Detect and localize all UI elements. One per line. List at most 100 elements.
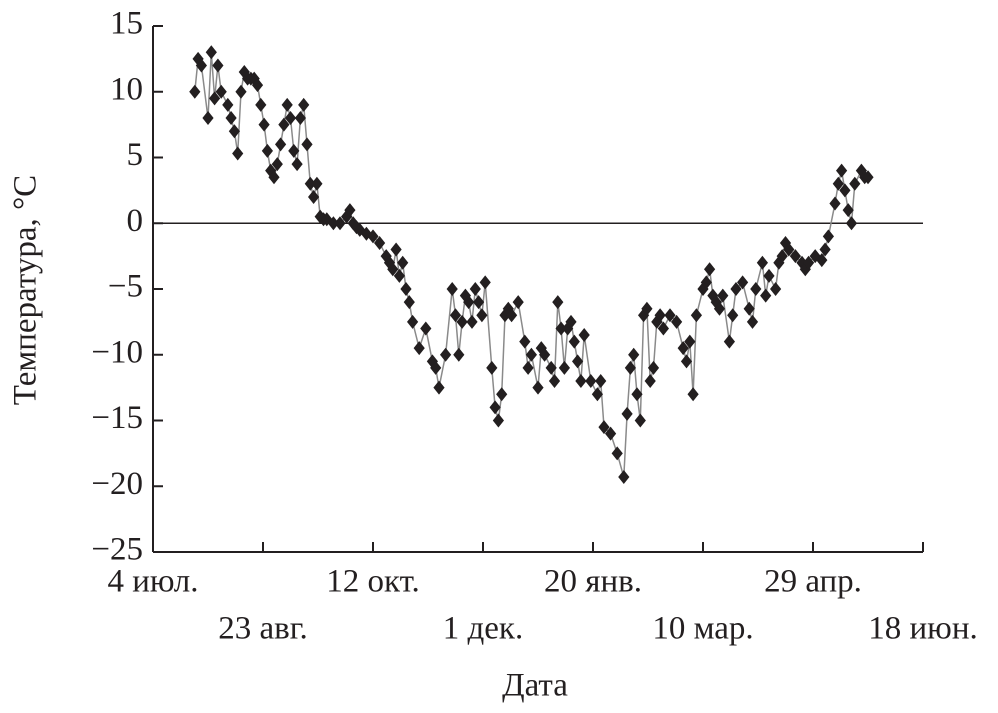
data-point [453, 347, 465, 362]
data-point [621, 406, 633, 421]
data-point [687, 387, 699, 402]
data-point [512, 295, 524, 310]
data-point [235, 84, 247, 99]
data-point [403, 295, 415, 310]
y-tick-label: −25 [91, 532, 143, 568]
data-point [407, 314, 419, 329]
data-point [463, 295, 475, 310]
data-point [585, 374, 597, 389]
data-point [842, 203, 854, 218]
data-point [680, 354, 693, 369]
data-point [690, 308, 702, 323]
data-point [288, 143, 300, 158]
data-point [294, 111, 306, 126]
data-point [535, 341, 547, 356]
data-point [469, 282, 481, 296]
data-point [222, 97, 234, 112]
data-point [397, 255, 409, 270]
data-point [228, 124, 240, 139]
data-point [532, 380, 544, 395]
data-point [644, 374, 656, 389]
data-point [737, 275, 749, 290]
data-point [539, 347, 551, 362]
data-point [760, 288, 772, 303]
data-point [258, 117, 270, 132]
data-point [803, 255, 815, 270]
data-point [268, 170, 280, 185]
data-point [275, 137, 287, 152]
data-point [677, 341, 689, 356]
data-point [598, 420, 610, 435]
data-point [466, 314, 478, 329]
data-point [271, 157, 283, 172]
data-point [565, 314, 577, 329]
data-point [360, 226, 372, 241]
data-point [486, 360, 498, 375]
y-tick-label: −15 [91, 400, 143, 436]
data-point [496, 387, 508, 402]
data-point [671, 314, 683, 329]
data-point [750, 282, 762, 296]
data-point [304, 176, 316, 191]
data-point [430, 360, 442, 375]
y-tick-label: 5 [127, 137, 144, 173]
data-point [400, 282, 412, 296]
data-point [789, 249, 801, 264]
data-point [248, 71, 260, 86]
x-tick-label: 29 апр. [764, 564, 862, 600]
data-point [308, 189, 320, 204]
data-point [776, 249, 788, 264]
data-point [730, 282, 742, 296]
data-point [374, 235, 386, 250]
data-point [638, 308, 650, 323]
data-point [232, 146, 244, 161]
data-point [446, 282, 458, 296]
data-point [819, 242, 831, 257]
data-point [845, 216, 858, 231]
data-point [558, 360, 570, 375]
data-point [426, 354, 438, 369]
data-point [664, 308, 676, 323]
data-point [816, 253, 828, 268]
data-point [763, 268, 775, 283]
data-point [456, 314, 468, 329]
data-point [555, 321, 567, 336]
data-point [552, 295, 564, 310]
data-point [334, 216, 346, 231]
data-point [568, 334, 580, 349]
data-point [525, 347, 537, 362]
y-tick-label: −10 [91, 334, 143, 370]
data-point [713, 301, 726, 316]
data-point [301, 137, 313, 152]
data-point [298, 97, 310, 112]
data-point [836, 163, 848, 178]
data-point [212, 58, 224, 73]
data-point [634, 413, 646, 428]
data-point [743, 301, 755, 316]
data-point [354, 222, 366, 237]
data-point [492, 413, 504, 428]
data-point [479, 275, 491, 290]
data-point [205, 45, 217, 60]
data-point [548, 374, 561, 389]
data-point [420, 321, 432, 336]
data-point [473, 295, 485, 310]
data-point [489, 400, 501, 415]
data-point [595, 374, 607, 389]
data-point [195, 58, 207, 73]
y-tick-label: 10 [110, 71, 143, 107]
data-point [618, 470, 630, 485]
data-point [578, 328, 590, 343]
data-point [449, 308, 462, 323]
data-point [723, 334, 735, 349]
data-point [225, 111, 237, 126]
data-point [704, 262, 716, 277]
y-tick-label: 15 [110, 6, 143, 42]
x-tick-label: 12 окт. [326, 564, 420, 600]
data-point [522, 360, 534, 375]
data-point [209, 91, 221, 106]
data-point [839, 183, 851, 198]
data-point [862, 170, 874, 185]
data-point [832, 176, 844, 191]
data-point [311, 176, 323, 191]
